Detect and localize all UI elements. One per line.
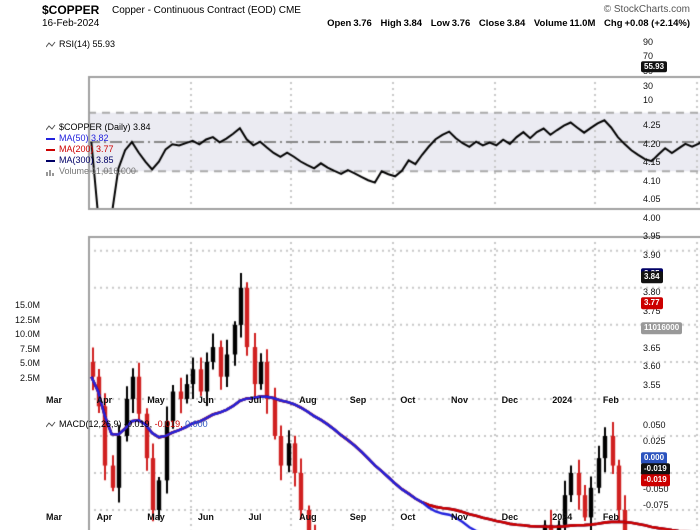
- ma-line-icon: [46, 148, 55, 151]
- open-value: 3.76: [353, 18, 372, 29]
- ma200-legend-label: MA(200) 3.77: [59, 144, 114, 154]
- ma300-legend-label: MA(300) 3.85: [59, 155, 114, 165]
- close-label: Close: [478, 18, 505, 29]
- line-chart-icon: [45, 421, 56, 427]
- price-legend-title-label: $COPPER (Daily) 3.84: [59, 122, 151, 132]
- macd-value: -0.019,: [124, 419, 153, 429]
- ma200-legend: MA(200) 3.77: [46, 144, 114, 154]
- ma50-legend-label: MA(50) 3.82: [59, 133, 109, 143]
- quote-date: 16-Feb-2024: [42, 18, 100, 29]
- rsi-legend-label: RSI(14) 55.93: [59, 39, 116, 49]
- chg-label: Chg: [604, 18, 623, 29]
- quote-summary: Open 3.76 High 3.84 Low 3.76 Close 3.84 Volu…: [321, 18, 690, 29]
- low-label: Low: [430, 18, 450, 29]
- volume-bars-icon: [46, 169, 54, 176]
- ma-line-icon: [46, 159, 55, 162]
- volume-label: Volume: [533, 18, 568, 29]
- stockcharts-credit: © StockCharts.com: [603, 4, 690, 15]
- close-value: 3.84: [506, 18, 526, 29]
- ma50-legend: MA(50) 3.82: [46, 133, 109, 143]
- price-legend-title: $COPPER (Daily) 3.84: [45, 122, 151, 132]
- open-label: Open: [327, 18, 352, 29]
- symbol-description: Copper - Continuous Contract (EOD) CME: [112, 5, 301, 16]
- volume-legend: Volume 11,016,000: [46, 166, 136, 176]
- volume-value: 11.0M: [569, 18, 596, 29]
- low-value: 3.76: [451, 18, 471, 29]
- high-label: High: [380, 18, 402, 29]
- high-value: 3.84: [403, 18, 423, 29]
- volume-legend-label: Volume 11,016,000: [59, 166, 136, 176]
- macd-hist-value: 0.000: [185, 419, 208, 429]
- chg-value: +0.08 (+2.14%): [624, 18, 691, 29]
- macd-signal-value: -0.019,: [154, 419, 183, 429]
- line-chart-icon: [45, 41, 56, 47]
- rsi-legend: RSI(14) 55.93: [45, 39, 116, 49]
- ma-line-icon: [46, 137, 55, 140]
- line-chart-icon: [45, 124, 56, 130]
- ma300-legend: MA(300) 3.85: [46, 155, 114, 165]
- macd-legend-name: MACD(12,26,9): [59, 419, 122, 429]
- macd-legend: MACD(12,26,9) -0.019, -0.019, 0.000: [45, 419, 208, 429]
- symbol: $COPPER: [42, 3, 100, 17]
